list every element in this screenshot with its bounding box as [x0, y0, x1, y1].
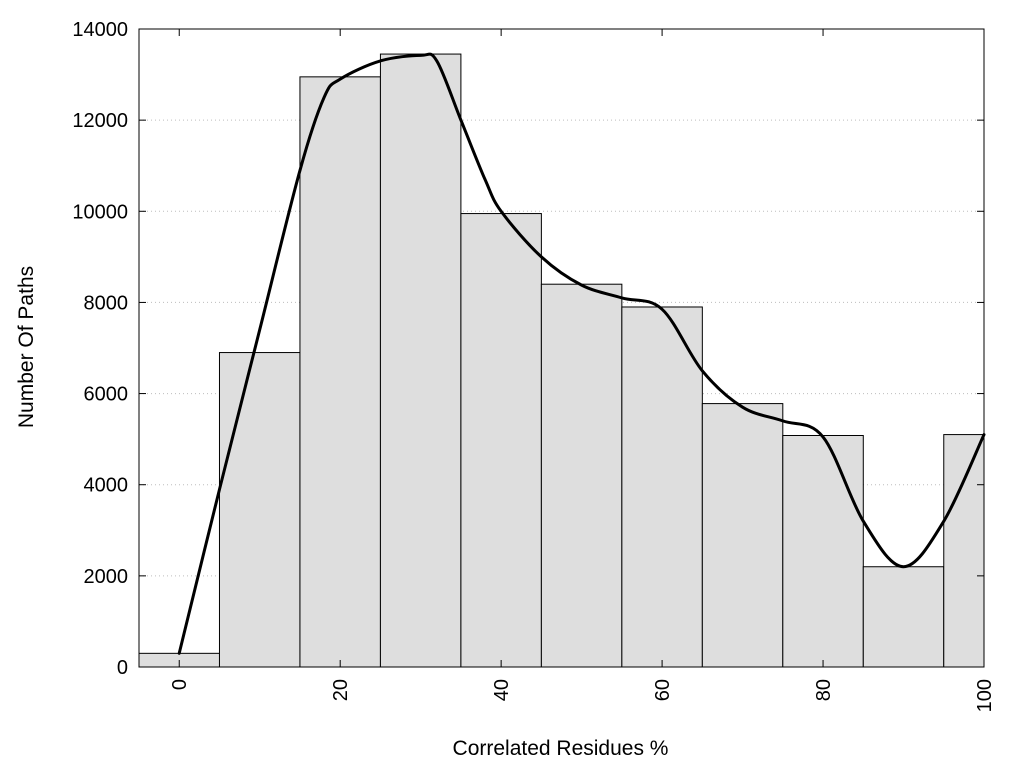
bar: [540, 283, 623, 668]
x-tick-label: 60: [652, 679, 674, 701]
x-tick-label: 0: [169, 679, 191, 690]
bar: [379, 53, 462, 668]
x-tick-label: 100: [974, 679, 996, 712]
x-tick-label: 20: [330, 679, 352, 701]
bar: [299, 76, 381, 668]
bar: [943, 434, 985, 668]
bar: [460, 213, 542, 668]
y-tick-label: 12000: [72, 110, 128, 132]
x-axis-title: Correlated Residues %: [453, 737, 669, 760]
bar: [218, 352, 301, 668]
plot-frame: [138, 28, 985, 668]
bar: [782, 434, 864, 668]
bars: [138, 53, 985, 668]
trend-curve: [177, 52, 986, 655]
bar: [621, 306, 703, 668]
x-tick-label: 80: [813, 679, 835, 701]
y-tick-label: 2000: [84, 566, 129, 588]
x-tick-label: 40: [491, 679, 513, 701]
y-tick-label: 6000: [84, 384, 129, 406]
y-tick-label: 0: [117, 657, 128, 679]
y-axis-title: Number Of Paths: [15, 266, 38, 428]
y-tick-label: 4000: [84, 475, 129, 497]
y-tick-label: 14000: [72, 19, 128, 41]
bar: [862, 566, 945, 668]
y-axis-ticks: 0 2000 4000 6000 8000 10000 12000 14000: [72, 19, 984, 679]
bar: [701, 403, 784, 668]
x-axis-ticks: 0 20 40 60 80 100: [169, 29, 996, 712]
y-tick-label: 8000: [84, 292, 129, 314]
y-tick-label: 10000: [72, 201, 128, 223]
